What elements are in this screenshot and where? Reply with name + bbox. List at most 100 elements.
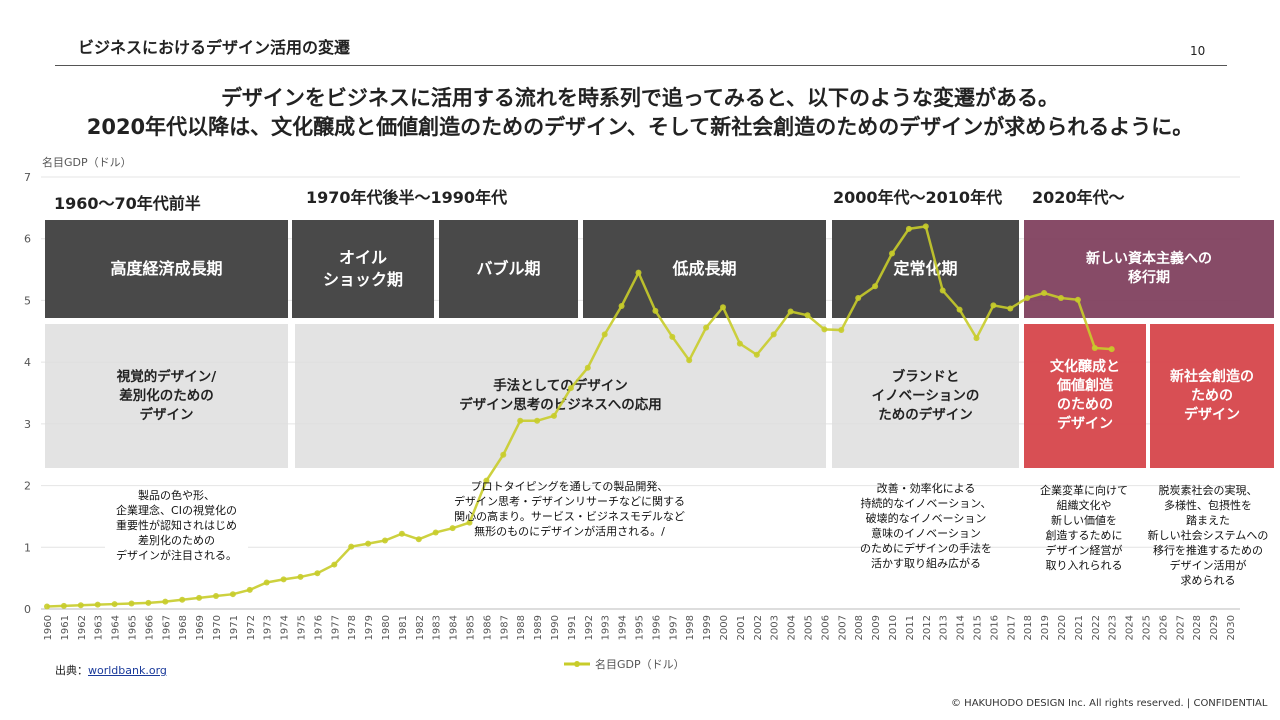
x-tick-label: 1991 xyxy=(567,615,578,640)
note-line: 取り入れられる xyxy=(1045,559,1123,572)
note-line: 意味のイノベーション xyxy=(871,527,981,540)
note-line: 組織文化や xyxy=(1056,499,1112,512)
x-tick-label: 1995 xyxy=(635,615,646,640)
x-tick-label: 2013 xyxy=(939,615,950,640)
note-line: のためにデザインの手法を xyxy=(860,542,992,555)
headline-line-2: 2020年代以降は、文化醸成と価値創造のためのデザイン、そして新社会創造のための… xyxy=(86,115,1194,139)
legend-label: 名目GDP（ドル） xyxy=(595,658,685,671)
note-line: 関心の高まり。サービス・ビジネスモデルなど xyxy=(454,510,685,523)
y-tick-label: 6 xyxy=(24,233,31,246)
era-heading-2020s: 2020年代～ xyxy=(1032,188,1125,207)
x-tick-label: 1998 xyxy=(685,615,696,640)
x-tick-label: 1976 xyxy=(313,615,324,640)
x-tick-label: 2024 xyxy=(1125,615,1136,640)
y-tick-label: 1 xyxy=(24,541,31,554)
phase-low-growth: 低成長期 xyxy=(583,220,826,318)
role-visual-design: 視覚的デザイン/ 差別化のための デザイン xyxy=(45,324,288,468)
role-text: のための xyxy=(1057,397,1113,413)
x-tick-label: 2018 xyxy=(1023,615,1034,640)
x-tick-label: 2027 xyxy=(1175,615,1186,640)
note-line: デザイン思考・デザインリサーチなどに関する xyxy=(454,495,685,508)
y-tick-label: 4 xyxy=(24,356,31,369)
x-tick-label: 2005 xyxy=(804,615,815,640)
x-tick-label: 2003 xyxy=(770,615,781,640)
x-tick-label: 2025 xyxy=(1142,615,1153,640)
role-text: デザイン xyxy=(139,406,194,423)
x-tick-label: 1964 xyxy=(111,615,122,640)
note-line: 新しい価値を xyxy=(1051,514,1117,527)
x-tick-label: 2000 xyxy=(719,615,730,640)
x-tick-label: 1972 xyxy=(246,615,257,640)
era-heading-2000s: 2000年代～2010年代 xyxy=(833,188,1003,207)
x-tick-label: 1978 xyxy=(347,615,358,640)
note-line: 移行を推進するための xyxy=(1153,544,1263,557)
x-tick-label: 1988 xyxy=(516,615,527,640)
x-tick-label: 1970 xyxy=(212,615,223,640)
x-tick-label: 2016 xyxy=(989,615,1000,640)
note-line: 活かす取り組み広がる xyxy=(871,557,981,570)
note-line: 破壊的なイノベーション xyxy=(865,512,987,525)
x-tick-label: 1982 xyxy=(415,615,426,640)
x-tick-label: 2021 xyxy=(1074,615,1085,640)
x-tick-label: 1996 xyxy=(651,615,662,640)
x-tick-label: 2004 xyxy=(787,615,798,640)
x-tick-label: 2019 xyxy=(1040,615,1051,640)
x-tick-label: 1971 xyxy=(229,615,240,640)
headline-line-1: デザインをビジネスに活用する流れを時系列で追ってみると、以下のような変遷がある。 xyxy=(220,86,1060,110)
y-axis-ticks: 0 1 2 3 4 5 6 7 xyxy=(24,171,31,616)
x-tick-label: 2010 xyxy=(888,615,899,640)
source-note: 出典：worldbank.org xyxy=(55,662,167,678)
note-line: 改善・効率化による xyxy=(876,482,976,495)
note-line: 企業変革に向けて xyxy=(1040,484,1128,497)
x-tick-label: 1992 xyxy=(584,615,595,640)
role-text: 視覚的デザイン/ xyxy=(116,368,217,385)
phase-label: 移行期 xyxy=(1128,270,1170,286)
x-axis-ticks: 1960 1961 1962 1963 1964 1965 1966 1967 1968 1969… xyxy=(43,615,1237,640)
x-tick-label: 2030 xyxy=(1226,615,1237,640)
note-line: 踏まえた xyxy=(1186,514,1230,527)
role-text: デザイン xyxy=(1184,406,1240,423)
note-2020s-culture: 企業変革に向けて 組織文化や 新しい価値を 創造するために デザイン経営が 取り… xyxy=(1022,483,1146,573)
y-axis-label: 名目GDP（ドル） xyxy=(42,156,132,169)
role-text: デザイン xyxy=(1057,416,1113,432)
era-heading-1960s: 1960～70年代前半 xyxy=(54,194,201,213)
x-tick-label: 2014 xyxy=(956,615,967,640)
x-tick-label: 1997 xyxy=(668,615,679,640)
x-tick-label: 1994 xyxy=(618,615,629,640)
phase-high-growth: 高度経済成長期 xyxy=(45,220,288,318)
x-tick-label: 1961 xyxy=(60,615,71,640)
x-tick-label: 2026 xyxy=(1158,615,1169,640)
x-tick-label: 1986 xyxy=(482,615,493,640)
role-brand-innovation: ブランドと イノベーションの ためのデザイン xyxy=(832,324,1019,468)
phase-steady-state: 定常化期 xyxy=(832,220,1019,318)
x-tick-label: 2015 xyxy=(973,615,984,640)
note-line: 差別化のための xyxy=(138,534,215,547)
x-tick-label: 2002 xyxy=(753,615,764,640)
note-line: 持続的なイノベーション、 xyxy=(860,497,992,510)
x-tick-label: 2009 xyxy=(871,615,882,640)
role-text: 手法としてのデザイン xyxy=(493,378,628,394)
y-tick-label: 0 xyxy=(24,603,31,616)
x-tick-label: 2011 xyxy=(905,615,916,640)
role-design-thinking: 手法としてのデザイン デザイン思考のビジネスへの応用 xyxy=(295,324,826,468)
x-tick-label: 2007 xyxy=(837,615,848,640)
source-label: 出典： xyxy=(55,664,88,677)
x-tick-label: 1981 xyxy=(398,615,409,640)
note-1970s: プロトタイピングを通しての製品開発、 デザイン思考・デザインリサーチなどに関する… xyxy=(432,479,707,539)
x-tick-label: 1999 xyxy=(702,615,713,640)
role-new-society: 新社会創造の ための デザイン xyxy=(1150,324,1274,468)
note-line: 新しい社会システムへの xyxy=(1147,529,1269,542)
phase-label: 定常化期 xyxy=(893,259,958,278)
role-culture-value: 文化醸成と 価値創造 のための デザイン xyxy=(1024,324,1146,468)
x-tick-label: 1973 xyxy=(263,615,274,640)
x-tick-label: 2012 xyxy=(922,615,933,640)
x-tick-label: 1990 xyxy=(550,615,561,640)
x-tick-label: 2023 xyxy=(1108,615,1119,640)
phase-label: 高度経済成長期 xyxy=(110,259,223,278)
section-title: ビジネスにおけるデザイン活用の変遷 xyxy=(78,38,351,57)
source-link[interactable]: worldbank.org xyxy=(88,664,167,677)
x-tick-label: 1960 xyxy=(43,615,54,640)
x-tick-label: 1993 xyxy=(601,615,612,640)
note-line: 重要性が認知されはじめ xyxy=(116,519,237,532)
phase-label: バブル期 xyxy=(476,259,541,278)
